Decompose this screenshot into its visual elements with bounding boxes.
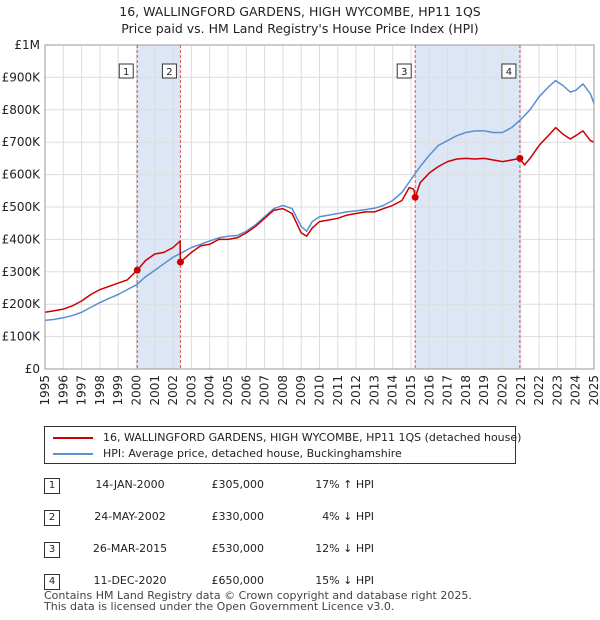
sale-price: £305,000 — [211, 478, 265, 491]
x-tick-label: 1999 — [111, 375, 125, 406]
sale-price: £330,000 — [211, 510, 265, 523]
legend-swatch-property — [53, 437, 93, 439]
sale-price: £530,000 — [211, 542, 265, 555]
y-tick-label: £800K — [2, 103, 42, 117]
table-row: 3 26-MAR-2015 £530,000 12% ↓ HPI — [44, 538, 424, 570]
x-tick-label: 2009 — [294, 375, 308, 406]
x-tick-label: 2020 — [496, 375, 510, 406]
sale-date: 26-MAR-2015 — [92, 542, 168, 555]
x-tick-label: 1998 — [93, 375, 107, 406]
table-row: 2 24-MAY-2002 £330,000 4% ↓ HPI — [44, 506, 424, 538]
x-tick-label: 2015 — [404, 375, 418, 406]
x-tick-label: 2022 — [532, 375, 546, 406]
x-tick-label: 2005 — [221, 375, 235, 406]
sale-hpi-diff: 15% ↓ HPI — [315, 574, 374, 587]
x-tick-label: 2002 — [166, 375, 180, 406]
x-tick-label: 2023 — [550, 375, 564, 406]
sale-number: 1 — [44, 478, 60, 494]
sales-table: 1 14-JAN-2000 £305,000 17% ↑ HPI 2 24-MA… — [44, 474, 424, 602]
x-tick-label: 2016 — [422, 375, 436, 406]
y-tick-label: £300K — [2, 265, 42, 279]
table-row: 4 11-DEC-2020 £650,000 15% ↓ HPI — [44, 570, 424, 602]
x-tick-label: 2017 — [441, 375, 455, 406]
x-tick-label: 2021 — [514, 375, 528, 406]
x-tick-label: 2013 — [367, 375, 381, 406]
sale-point — [133, 266, 141, 274]
table-row: 1 14-JAN-2000 £305,000 17% ↑ HPI — [44, 474, 424, 506]
sale-point — [516, 154, 524, 162]
chart-title: 16, WALLINGFORD GARDENS, HIGH WYCOMBE, H… — [119, 4, 481, 19]
sale-price: £650,000 — [211, 574, 265, 587]
sale-hpi-diff: 4% ↓ HPI — [322, 510, 374, 523]
sale-marker-box — [118, 63, 134, 79]
sale-point — [411, 193, 419, 201]
sale-marker-box — [161, 63, 177, 79]
y-tick-label: £1M — [14, 38, 40, 52]
plot-border — [44, 44, 595, 370]
y-tick-label: £600K — [2, 168, 42, 182]
y-tick-label: £900K — [2, 70, 42, 84]
legend-label-hpi: HPI: Average price, detached house, Buck… — [103, 447, 402, 460]
x-tick-label: 1996 — [56, 375, 70, 406]
y-tick-label: £200K — [2, 297, 42, 311]
sale-marker-label: 3 — [401, 67, 407, 78]
x-tick-label: 2007 — [258, 375, 272, 406]
sale-number: 2 — [44, 510, 60, 526]
x-tick-label: 2000 — [130, 375, 144, 406]
x-tick-label: 2014 — [386, 375, 400, 406]
legend-swatch-hpi — [53, 453, 93, 455]
sale-marker-label: 1 — [123, 67, 129, 78]
x-tick-label: 2019 — [477, 375, 491, 406]
legend-label-property: 16, WALLINGFORD GARDENS, HIGH WYCOMBE, H… — [103, 431, 522, 444]
sale-point — [176, 258, 184, 266]
sale-marker-box — [501, 63, 517, 79]
x-tick-label: 2010 — [313, 375, 327, 406]
sale-date: 14-JAN-2000 — [95, 478, 165, 491]
x-tick-label: 1997 — [75, 375, 89, 406]
sale-marker-label: 4 — [506, 67, 512, 78]
y-tick-label: £500K — [2, 200, 42, 214]
x-tick-label: 2006 — [239, 375, 253, 406]
price-chart: £0 £100K £200K £300K £400K £500K £600K £700K £80… — [2, 38, 600, 406]
x-tick-label: 1995 — [38, 375, 52, 406]
y-tick-label: £100K — [2, 330, 42, 344]
x-tick-label: 2003 — [184, 375, 198, 406]
footer-copyright: Contains HM Land Registry data © Crown c… — [44, 589, 472, 602]
x-tick-label: 2004 — [203, 375, 217, 406]
sale-number: 3 — [44, 542, 60, 558]
hpi-line — [44, 79, 595, 322]
sale-date: 24-MAY-2002 — [94, 510, 166, 523]
x-tick-label: 2024 — [569, 375, 583, 406]
y-tick-label: £0 — [25, 362, 40, 376]
y-tick-label: £400K — [2, 232, 42, 246]
x-tick-label: 2018 — [459, 375, 473, 406]
sale-hpi-diff: 17% ↑ HPI — [315, 478, 374, 491]
y-tick-label: £700K — [2, 135, 42, 149]
x-tick-label: 2008 — [276, 375, 290, 406]
footer-licence: This data is licensed under the Open Gov… — [44, 600, 395, 613]
sale-hpi-diff: 12% ↓ HPI — [315, 542, 374, 555]
x-tick-label: 2012 — [349, 375, 363, 406]
x-tick-label: 2011 — [331, 375, 345, 406]
legend: 16, WALLINGFORD GARDENS, HIGH WYCOMBE, H… — [44, 426, 521, 464]
sale-marker-label: 2 — [166, 67, 172, 78]
chart-subtitle: Price paid vs. HM Land Registry's House … — [121, 21, 479, 36]
sale-marker-box — [396, 63, 412, 79]
sale-date: 11-DEC-2020 — [93, 574, 167, 587]
x-tick-label: 2025 — [587, 375, 600, 406]
x-tick-label: 2001 — [148, 375, 162, 406]
sale-number: 4 — [44, 574, 60, 590]
